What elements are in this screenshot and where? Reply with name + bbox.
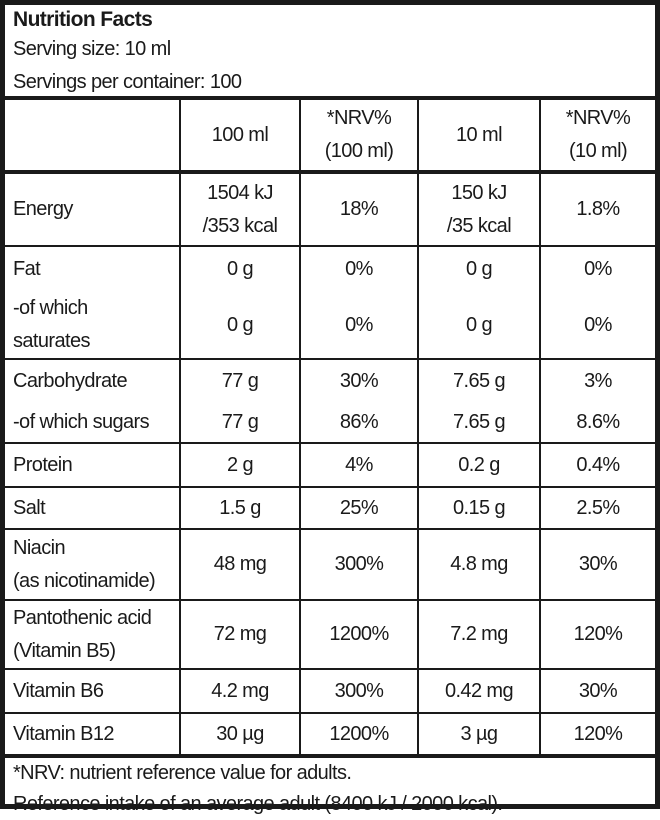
nutrient-label: Niacin (as nicotinamide)	[5, 528, 180, 600]
nrv-10ml: 0%	[539, 292, 655, 359]
table-header-row: 100 ml *NRV% (100 ml) 10 ml *NRV% (10 ml)	[5, 100, 655, 174]
value-10ml: 7.2 mg	[417, 599, 540, 669]
footnote-line: Reference intake of an average adult (84…	[13, 793, 503, 815]
nutrient-label: Vitamin B12	[5, 712, 180, 754]
column-header: *NRV% (10 ml)	[539, 100, 655, 174]
table-row: -of which sugars 77 g 86% 7.65 g 8.6%	[5, 402, 655, 443]
nrv-10ml: 30%	[539, 668, 655, 713]
nrv-10ml: 120%	[539, 599, 655, 669]
value-10ml: 0.15 g	[417, 486, 540, 529]
table-row: Vitamin B12 30 µg 1200% 3 µg 120%	[5, 712, 655, 754]
nutrient-label: Protein	[5, 442, 180, 487]
nutrient-label: Pantothenic acid (Vitamin B5)	[5, 599, 180, 669]
nutrient-label: -of which saturates	[13, 297, 90, 352]
value-100ml: 0 g	[179, 292, 300, 359]
value-100ml: 0 g	[179, 245, 300, 292]
nutrient-label: -of which sugars	[13, 410, 150, 433]
table-row: Pantothenic acid (Vitamin B5) 72 mg 1200% 7…	[5, 599, 655, 669]
value-100ml: 77 g	[179, 358, 300, 402]
nutrient-label: Energy	[13, 198, 73, 220]
value-10ml: 0 g	[417, 292, 540, 359]
nutrient-label: Fat	[5, 245, 180, 292]
value-10ml: 4.8 mg	[417, 528, 540, 600]
column-header: 100 ml	[179, 100, 300, 174]
table-row: Fat 0 g 0% 0 g 0%	[5, 245, 655, 292]
nrv-100ml: 1200%	[299, 599, 418, 669]
table-row: Protein 2 g 4% 0.2 g 0.4%	[5, 442, 655, 487]
nutrient-label: Vitamin B6	[5, 668, 180, 713]
header: Nutrition Facts Serving size: 10 ml Serv…	[5, 5, 655, 100]
table-row: Carbohydrate 77 g 30% 7.65 g 3%	[5, 358, 655, 402]
value-10ml: 0.2 g	[417, 442, 540, 487]
nrv-10ml: 1.8%	[539, 172, 655, 246]
nrv-100ml: 18%	[299, 172, 418, 246]
value-10ml: 7.65 g	[417, 358, 540, 402]
nutrient-label: Carbohydrate	[5, 358, 180, 402]
servings-per-container: Servings per container: 100	[13, 71, 242, 93]
value-10ml: 7.65 g	[417, 402, 540, 443]
footnote: *NRV: nutrient reference value for adult…	[5, 754, 655, 820]
value-100ml: 4.2 mg	[179, 668, 300, 713]
column-header: *NRV% (100 ml)	[299, 100, 418, 174]
value-100ml: 77 g	[179, 402, 300, 443]
nrv-10ml: 3%	[539, 358, 655, 402]
nrv-10ml: 0.4%	[539, 442, 655, 487]
value-100ml: 30 µg	[179, 712, 300, 754]
nrv-100ml: 300%	[299, 668, 418, 713]
value-10ml: 3 µg	[417, 712, 540, 754]
value-10ml: 150 kJ /35 kcal	[417, 172, 540, 246]
nutrient-label: Salt	[5, 486, 180, 529]
nrv-100ml: 4%	[299, 442, 418, 487]
nrv-10ml: 0%	[539, 245, 655, 292]
nrv-100ml: 0%	[299, 292, 418, 359]
value-100ml: 1504 kJ /353 kcal	[179, 172, 300, 246]
column-header	[5, 100, 180, 174]
table-row: -of which saturates 0 g 0% 0 g 0%	[5, 292, 655, 359]
nrv-100ml: 0%	[299, 245, 418, 292]
nrv-100ml: 30%	[299, 358, 418, 402]
nutrition-table: 100 ml *NRV% (100 ml) 10 ml *NRV% (10 ml) En…	[5, 100, 655, 754]
nrv-10ml: 30%	[539, 528, 655, 600]
nrv-100ml: 86%	[299, 402, 418, 443]
value-10ml: 0 g	[417, 245, 540, 292]
value-100ml: 2 g	[179, 442, 300, 487]
nrv-10ml: 2.5%	[539, 486, 655, 529]
nrv-100ml: 300%	[299, 528, 418, 600]
value-10ml: 0.42 mg	[417, 668, 540, 713]
table-row: Energy 1504 kJ /353 kcal 18% 150 kJ /35 kca…	[5, 172, 655, 246]
column-header: 10 ml	[417, 100, 540, 174]
table-row: Salt 1.5 g 25% 0.15 g 2.5%	[5, 486, 655, 529]
nrv-100ml: 1200%	[299, 712, 418, 754]
value-100ml: 1.5 g	[179, 486, 300, 529]
footnote-line: *NRV: nutrient reference value for adult…	[13, 762, 352, 784]
nrv-10ml: 8.6%	[539, 402, 655, 443]
serving-size: Serving size: 10 ml	[13, 38, 171, 60]
table-row: Vitamin B6 4.2 mg 300% 0.42 mg 30%	[5, 668, 655, 713]
nrv-100ml: 25%	[299, 486, 418, 529]
title: Nutrition Facts	[13, 8, 153, 31]
value-100ml: 48 mg	[179, 528, 300, 600]
table-row: Niacin (as nicotinamide) 48 mg 300% 4.8 mg 3…	[5, 528, 655, 600]
value-100ml: 72 mg	[179, 599, 300, 669]
nrv-10ml: 120%	[539, 712, 655, 754]
